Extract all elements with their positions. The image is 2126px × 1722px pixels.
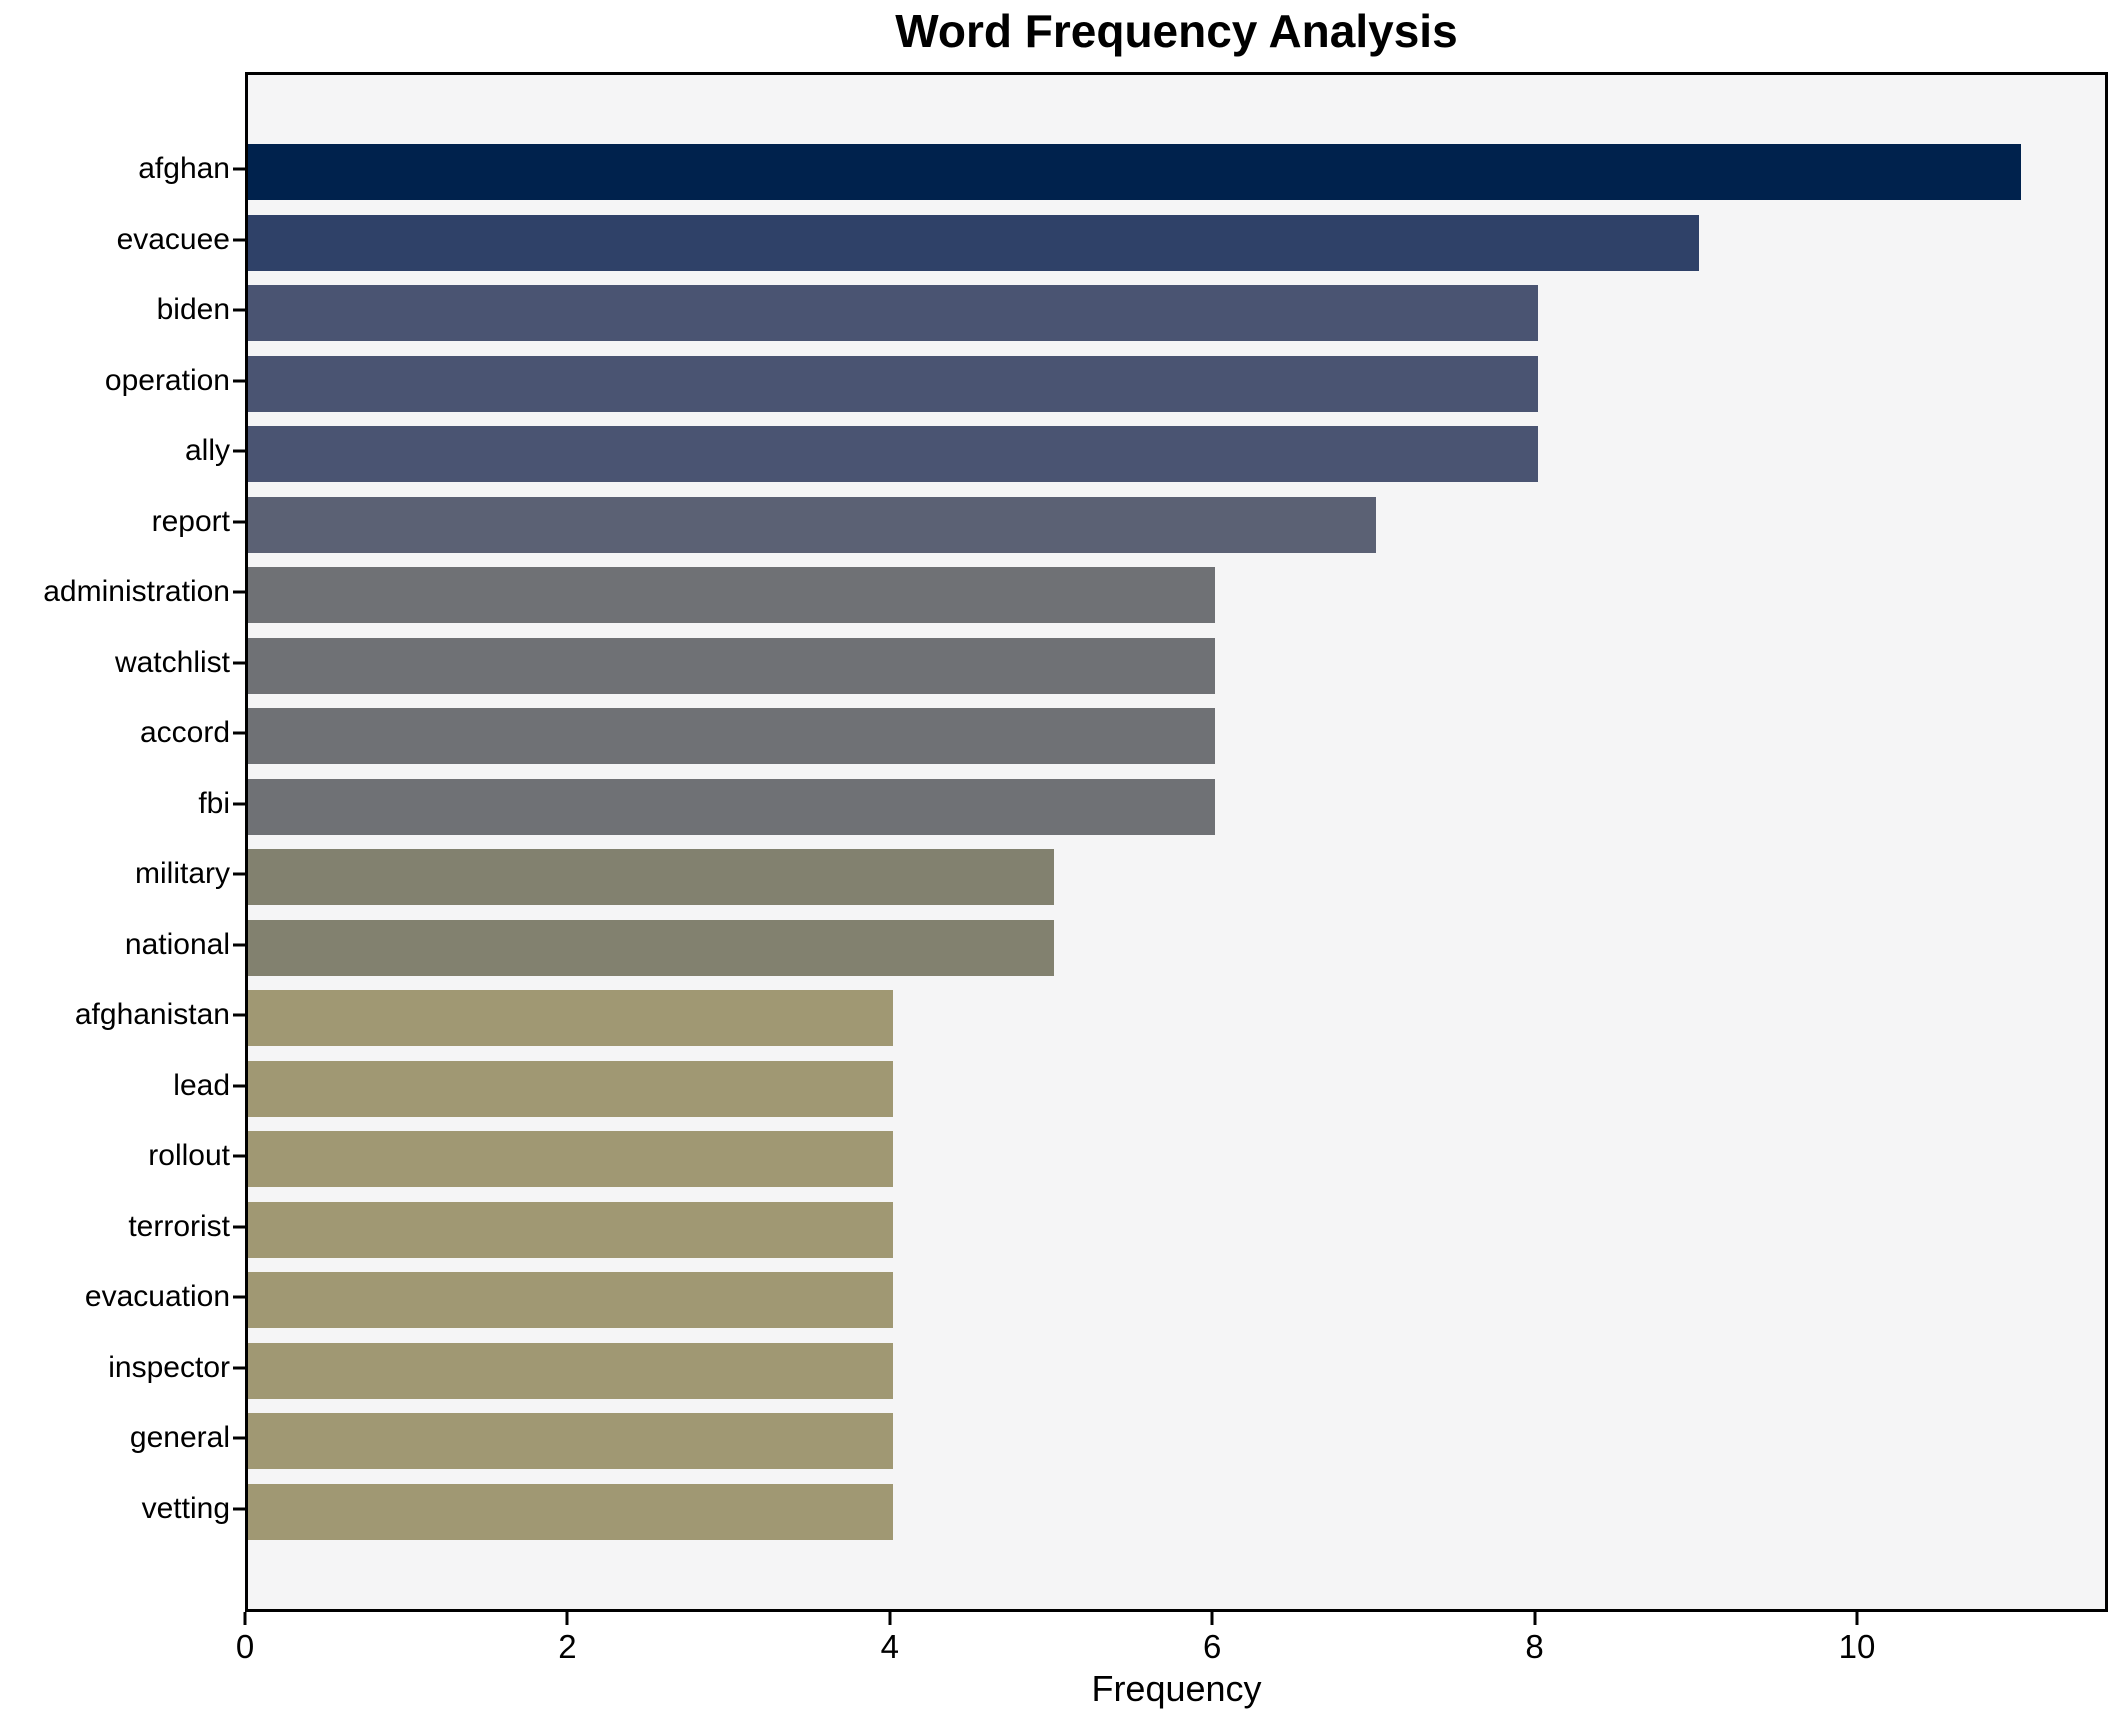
y-tick-mark — [233, 943, 245, 946]
y-tick-mark — [233, 1507, 245, 1510]
x-tick-mark — [1533, 1612, 1537, 1625]
y-tick-mark — [233, 731, 245, 735]
bar-administration — [248, 567, 1216, 623]
y-tick-label-fbi: fbi — [198, 786, 230, 820]
y-tick-mark — [233, 590, 245, 594]
x-tick-mark — [1210, 1612, 1214, 1625]
y-tick-label-inspector: inspector — [108, 1350, 230, 1384]
y-tick-mark — [233, 1013, 245, 1017]
x-tick-label-4: 4 — [880, 1628, 899, 1665]
y-tick-label-national: national — [124, 927, 230, 961]
y-tick-label-ally: ally — [184, 434, 230, 467]
y-tick-label-biden: biden — [156, 293, 230, 326]
x-axis-label: Frequency — [1091, 1668, 1262, 1709]
x-tick-mark — [888, 1612, 892, 1625]
y-tick-label-general: general — [129, 1421, 230, 1454]
bar-accord — [248, 708, 1216, 764]
y-tick-mark — [233, 379, 245, 382]
x-tick-label-2: 2 — [558, 1628, 577, 1665]
y-tick-label-evacuation: evacuation — [84, 1280, 230, 1313]
bar-military — [248, 849, 1054, 905]
x-tick-label-10: 10 — [1838, 1628, 1876, 1665]
x-tick-label-6: 6 — [1203, 1628, 1222, 1665]
y-tick-mark — [233, 167, 245, 171]
x-tick-mark — [243, 1612, 247, 1625]
x-tick-mark — [1855, 1612, 1859, 1625]
y-tick-label-vetting: vetting — [141, 1491, 230, 1525]
y-tick-mark — [233, 1295, 245, 1299]
bar-afghan — [248, 144, 2022, 200]
bar-report — [248, 496, 1377, 553]
y-tick-mark — [233, 802, 245, 805]
y-tick-mark — [233, 1436, 245, 1440]
bar-vetting — [248, 1483, 893, 1540]
bar-rollout — [248, 1131, 893, 1187]
y-tick-label-report: report — [151, 504, 230, 538]
x-tick-label-8: 8 — [1525, 1628, 1544, 1665]
bar-fbi — [248, 778, 1216, 835]
bar-operation — [248, 355, 1538, 412]
chart-title: Word Frequency Analysis — [895, 5, 1458, 57]
bar-inspector — [248, 1342, 893, 1399]
y-tick-label-rollout: rollout — [148, 1139, 230, 1172]
y-tick-mark — [233, 872, 245, 876]
plot-area — [245, 72, 2108, 1612]
bar-watchlist — [248, 637, 1216, 694]
bar-evacuee — [248, 214, 1699, 271]
bar-afghanistan — [248, 990, 893, 1046]
y-tick-label-administration: administration — [43, 575, 230, 608]
y-tick-label-terrorist: terrorist — [128, 1209, 230, 1243]
x-tick-label-0: 0 — [235, 1628, 255, 1665]
y-tick-label-evacuee: evacuee — [116, 222, 230, 256]
y-tick-mark — [233, 1084, 245, 1087]
y-tick-label-lead: lead — [173, 1068, 230, 1102]
y-tick-mark — [233, 308, 245, 312]
y-tick-label-military: military — [135, 857, 230, 890]
bar-ally — [248, 426, 1538, 482]
y-tick-mark — [233, 1366, 245, 1369]
bar-terrorist — [248, 1201, 893, 1258]
y-tick-mark — [233, 1154, 245, 1158]
x-tick-mark — [565, 1612, 569, 1625]
bar-evacuation — [248, 1272, 893, 1328]
y-tick-label-afghanistan: afghanistan — [74, 998, 230, 1031]
y-tick-mark — [233, 661, 245, 664]
bar-biden — [248, 285, 1538, 341]
bar-general — [248, 1413, 893, 1469]
y-tick-mark — [233, 449, 245, 453]
bar-lead — [248, 1060, 893, 1117]
y-tick-mark — [233, 1225, 245, 1228]
y-tick-label-operation: operation — [104, 363, 230, 397]
y-tick-label-afghan: afghan — [138, 152, 230, 185]
y-tick-label-watchlist: watchlist — [114, 645, 230, 679]
y-tick-label-accord: accord — [139, 716, 230, 749]
y-tick-mark — [233, 520, 245, 523]
bar-national — [248, 919, 1054, 976]
y-tick-mark — [233, 238, 245, 241]
